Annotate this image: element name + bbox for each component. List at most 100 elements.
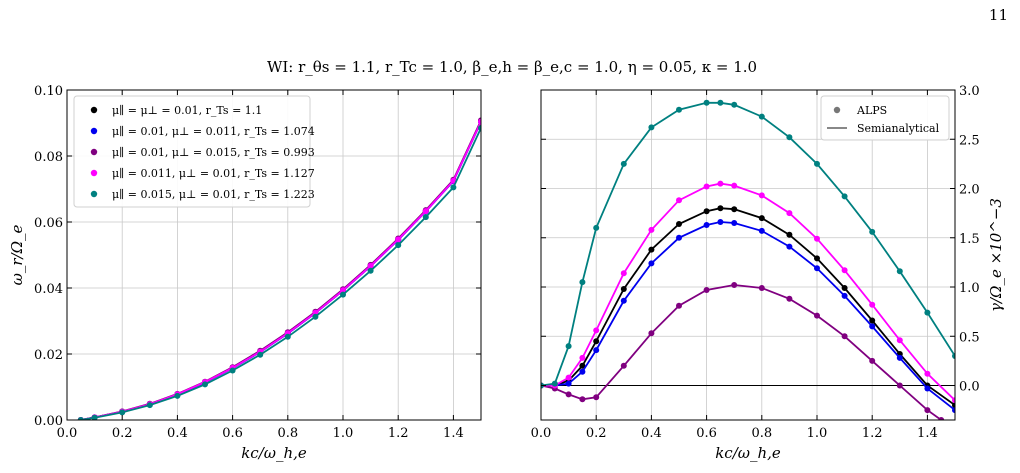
data-point	[896, 337, 903, 344]
data-point	[896, 382, 903, 389]
data-point	[731, 101, 738, 108]
data-point	[869, 357, 876, 364]
figure-title: WI: r_θs = 1.1, r_Tc = 1.0, β_e,h = β_e,…	[267, 58, 757, 76]
legend-marker	[90, 169, 98, 177]
data-point	[717, 180, 724, 187]
data-point	[593, 338, 600, 345]
data-point	[924, 309, 931, 316]
data-point	[565, 343, 572, 350]
legend-marker	[90, 148, 98, 156]
data-point	[450, 184, 457, 191]
data-point	[717, 205, 724, 212]
y-axis-label: ω_r/Ω_e	[8, 224, 26, 285]
y-tick-label: 0.04	[34, 282, 63, 297]
y-tick-label: 0.5	[959, 330, 980, 345]
data-point	[758, 215, 765, 222]
legend-box	[820, 95, 950, 141]
y-tick-label: 3.0	[959, 84, 980, 99]
data-point	[340, 291, 346, 298]
legend: μ∥ = μ⊥ = 0.01, r_Ts = 1.1 μ∥ = 0.01, μ⊥ …	[73, 95, 315, 208]
data-point	[786, 231, 793, 238]
data-point	[648, 246, 655, 253]
data-point	[717, 219, 724, 225]
data-point	[731, 282, 738, 288]
data-point	[593, 224, 600, 231]
data-point	[952, 402, 955, 409]
x-tick-label: 1.0	[807, 426, 828, 441]
data-point	[841, 333, 848, 340]
data-point	[676, 197, 682, 204]
plot-frame	[540, 89, 956, 421]
data-point	[869, 317, 876, 324]
data-point	[648, 226, 655, 233]
legend-label: μ∥ = 0.015, μ⊥ = 0.01, r_Ts = 1.223	[112, 188, 315, 201]
plot-frame	[66, 89, 482, 421]
data-point	[620, 362, 627, 369]
data-point	[786, 134, 793, 141]
data-point	[786, 295, 793, 302]
data-point	[146, 402, 153, 409]
data-point	[77, 417, 84, 420]
x-tick-label: 0.2	[112, 426, 133, 441]
data-point	[367, 262, 374, 269]
data-point	[896, 354, 903, 361]
data-point	[579, 368, 586, 375]
data-point	[952, 407, 955, 414]
y-tick-label: 0.02	[34, 348, 63, 363]
series-line	[541, 101, 955, 387]
x-tick-label: 0.8	[751, 426, 772, 441]
data-point	[478, 125, 481, 131]
data-point	[731, 182, 738, 189]
data-point	[579, 362, 586, 369]
panel-right: 0.0 0.2 0.4 0.6 0.8 1.0 1.2 1.4 0.0 0.5 1.0 1.5 2.0 2…	[531, 84, 1005, 462]
data-point	[565, 391, 572, 398]
data-point	[758, 285, 765, 291]
data-point	[869, 323, 876, 330]
data-point	[284, 333, 291, 340]
series-line	[541, 284, 942, 420]
data-point	[648, 330, 655, 337]
data-point	[620, 270, 627, 277]
series-3	[541, 282, 945, 420]
data-point	[593, 347, 600, 354]
legend-box	[73, 95, 311, 208]
y-axis-label: γ/Ω_e ×10^−3	[987, 198, 1005, 312]
data-point	[312, 313, 319, 320]
data-point	[814, 265, 820, 272]
data-point	[91, 414, 98, 420]
data-point	[676, 302, 682, 309]
y-tick-label: 2.0	[959, 183, 980, 198]
y-tick-label: 0.08	[34, 150, 63, 165]
y-tick-label: 1.5	[959, 232, 980, 247]
data-point	[814, 235, 820, 242]
data-point	[786, 243, 793, 250]
data-point	[717, 99, 724, 106]
data-point	[202, 381, 208, 388]
x-axis-label: kc/ω_h,e	[715, 444, 781, 462]
data-point	[340, 287, 346, 294]
legend-label: μ∥ = 0.01, μ⊥ = 0.011, r_Ts = 1.074	[112, 125, 315, 138]
x-tick-label: 1.4	[443, 426, 464, 441]
x-tick-label: 0.8	[277, 426, 298, 441]
data-point	[786, 210, 793, 217]
data-point	[676, 234, 682, 241]
data-point	[869, 301, 876, 308]
data-point	[593, 327, 600, 334]
data-point	[620, 160, 627, 167]
x-tick-label: 1.0	[333, 426, 354, 441]
data-point	[367, 267, 374, 274]
data-point	[119, 409, 126, 416]
data-point	[703, 222, 710, 228]
data-point	[703, 208, 710, 215]
data-point	[676, 221, 682, 227]
data-point	[395, 242, 402, 249]
data-point	[579, 354, 586, 361]
data-point	[579, 396, 586, 403]
data-point	[924, 370, 931, 377]
data-point	[565, 380, 572, 387]
data-point	[174, 392, 181, 399]
data-point	[896, 268, 903, 275]
y-tick-label: 0.10	[34, 84, 63, 99]
data-point	[758, 227, 765, 234]
data-point	[938, 417, 945, 420]
